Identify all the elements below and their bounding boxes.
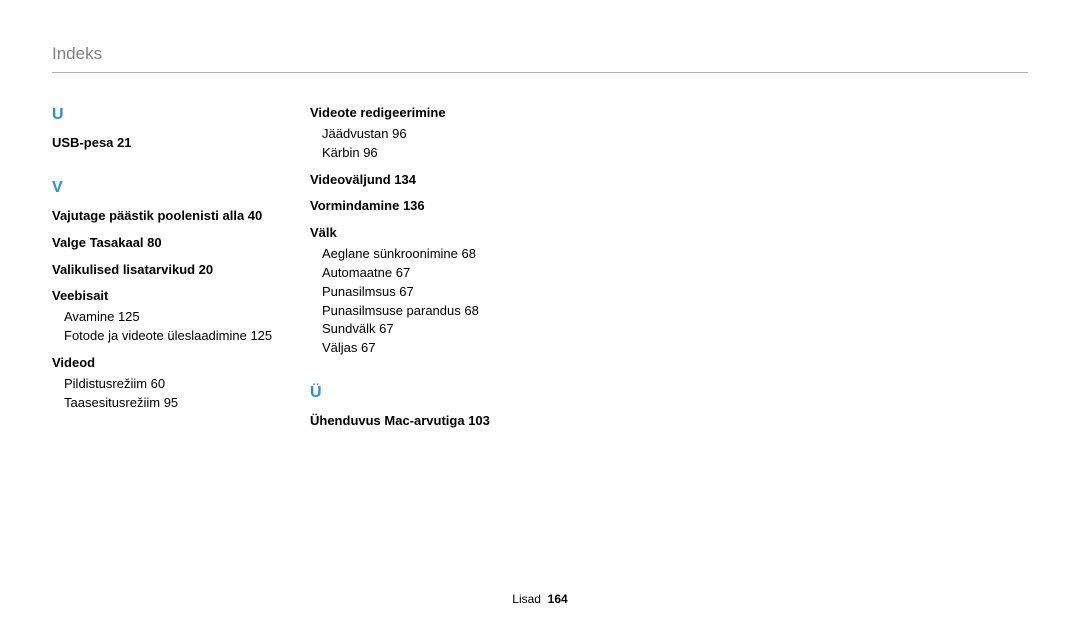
sub-karbin: Kärbin 96 [310,144,568,163]
entry-valikulised: Valikulised lisatarvikud 20 [52,261,310,280]
sub-punasilmsus: Punasilmsus 67 [310,283,568,302]
footer-section: Lisad [512,592,541,606]
entry-videote-redig: Videote redigeerimine [310,104,568,123]
sub-valjas: Väljas 67 [310,339,568,358]
index-letter-u-umlaut: Ü [310,384,568,402]
index-columns: U USB-pesa 21 V Vajutage päästik pooleni… [52,104,568,439]
entry-usb-pesa: USB-pesa 21 [52,134,310,153]
column-1: U USB-pesa 21 V Vajutage päästik pooleni… [52,104,310,439]
sub-pildistus: Pildistusrežiim 60 [52,375,310,394]
index-letter-v: V [52,179,310,197]
column-2: Videote redigeerimine Jäädvustan 96 Kärb… [310,104,568,439]
sub-sundvalk: Sundvälk 67 [310,320,568,339]
header-rule [52,72,1028,73]
entry-uhenduvus: Ühenduvus Mac-arvutiga 103 [310,412,568,431]
entry-vajutage: Vajutage päästik poolenisti alla 40 [52,207,310,226]
entry-videovaljund: Videoväljund 134 [310,171,568,190]
sub-jaadvustan: Jäädvustan 96 [310,125,568,144]
page: Indeks U USB-pesa 21 V Vajutage päästik … [0,0,1080,630]
entry-valk-sub: Aeglane sünkroonimine 68 Automaatne 67 P… [310,245,568,358]
sub-fotode: Fotode ja videote üleslaadimine 125 [52,327,310,346]
page-header-title: Indeks [52,44,102,64]
entry-videod: Videod [52,354,310,373]
entry-videod-sub: Pildistusrežiim 60 Taasesitusrežiim 95 [52,375,310,413]
entry-videote-sub: Jäädvustan 96 Kärbin 96 [310,125,568,163]
sub-taasesitus: Taasesitusrežiim 95 [52,394,310,413]
entry-valge-tasakaal: Valge Tasakaal 80 [52,234,310,253]
sub-automaatne: Automaatne 67 [310,264,568,283]
page-footer: Lisad 164 [0,592,1080,606]
index-letter-u: U [52,106,310,124]
entry-vormindamine: Vormindamine 136 [310,197,568,216]
footer-page-number: 164 [548,592,568,606]
entry-valk: Välk [310,224,568,243]
sub-avamine: Avamine 125 [52,308,310,327]
entry-veebisait: Veebisait [52,287,310,306]
sub-aeglane: Aeglane sünkroonimine 68 [310,245,568,264]
sub-punasilmsuse-parandus: Punasilmsuse parandus 68 [310,302,568,321]
entry-veebisait-sub: Avamine 125 Fotode ja videote üleslaadim… [52,308,310,346]
